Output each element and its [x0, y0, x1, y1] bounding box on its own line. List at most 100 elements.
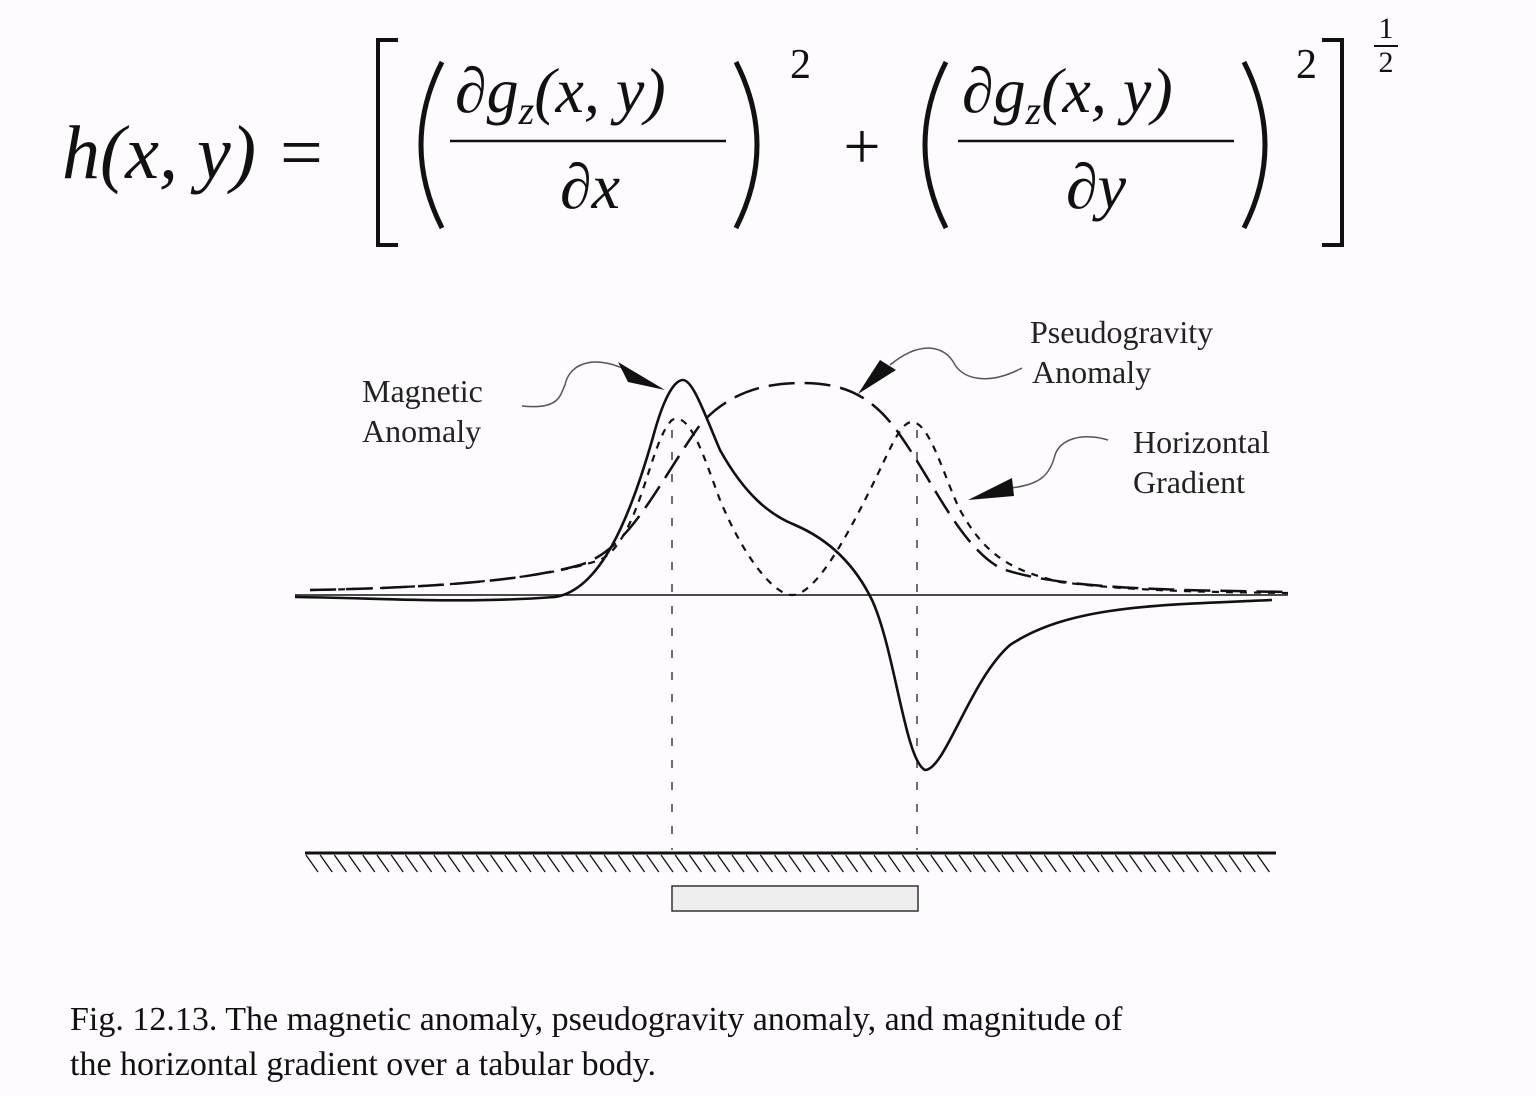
caption-line-1: Fig. 12.13. The magnetic anomaly, pseudo…: [70, 1001, 1123, 1038]
hatch-mark: [1157, 854, 1171, 873]
left-bracket: [376, 38, 398, 247]
horizontal-gradient-curve: [309, 417, 1289, 597]
equation-lhs: h(x, y) =: [62, 111, 326, 195]
hatch-mark: [703, 854, 717, 873]
hatch-mark: [1214, 854, 1228, 873]
hatch-mark: [1242, 854, 1256, 873]
numerator-2: ∂g: [962, 55, 1026, 126]
hatch-mark: [319, 854, 333, 873]
gradient-leader: [1009, 436, 1109, 489]
hatch-mark: [972, 854, 986, 873]
hatch-mark: [674, 854, 688, 873]
hatch-mark: [816, 854, 830, 873]
hatch-mark: [1256, 854, 1270, 873]
hatch-mark: [1200, 854, 1214, 873]
outer-exponent-numerator: 1: [1379, 12, 1394, 45]
hatch-mark: [944, 854, 958, 873]
figure-labels: Magnetic Anomaly Pseudogravity Anomaly H…: [362, 314, 1270, 500]
hatch-mark: [717, 854, 731, 873]
magnetic-leader: [521, 361, 631, 408]
hatch-mark: [1043, 854, 1057, 873]
pseudogravity-leader: [889, 347, 1023, 380]
hatch-mark: [490, 854, 504, 873]
label-pseudogravity-2: Anomaly: [1032, 354, 1151, 390]
magnetic-anomaly-curve: [294, 378, 1273, 772]
hatch-mark: [305, 854, 319, 873]
ground-hatching: [305, 854, 1270, 873]
exponent-1: 2: [790, 42, 811, 88]
hatch-mark: [788, 854, 802, 873]
exponent-2: 2: [1296, 42, 1317, 88]
hatch-mark: [901, 854, 915, 873]
hatch-mark: [1072, 854, 1086, 873]
hatch-mark: [603, 854, 617, 873]
hatch-mark: [887, 854, 901, 873]
hatch-mark: [1185, 854, 1199, 873]
hatch-mark: [589, 854, 603, 873]
label-pseudogravity-1: Pseudogravity: [1030, 314, 1213, 350]
equation: h(x, y) = ∂gz(x, y) ∂x 2 + ∂gz(x, y) ∂y …: [62, 12, 1398, 247]
svg-text:∂gz(x, y): ∂gz(x, y): [962, 55, 1173, 133]
hatch-mark: [916, 854, 930, 873]
hatch-mark: [1228, 854, 1242, 873]
hatch-mark: [575, 854, 589, 873]
hatch-mark: [390, 854, 404, 873]
hatch-mark: [333, 854, 347, 873]
svg-text:∂gz(x, y): ∂gz(x, y): [455, 55, 666, 133]
hatch-mark: [1058, 854, 1072, 873]
hatch-mark: [1143, 854, 1157, 873]
hatch-mark: [546, 854, 560, 873]
hatch-mark: [532, 854, 546, 873]
hatch-mark: [802, 854, 816, 873]
hatch-mark: [688, 854, 702, 873]
hatch-mark: [419, 854, 433, 873]
hatch-mark: [759, 854, 773, 873]
gradient-arrow-icon: [968, 478, 1014, 500]
hatch-mark: [830, 854, 844, 873]
tabular-body: [671, 885, 919, 912]
hatch-mark: [1015, 854, 1029, 873]
label-magnetic-2: Anomaly: [362, 413, 481, 449]
hatch-mark: [660, 854, 674, 873]
outer-exponent-denominator: 2: [1379, 46, 1394, 79]
hatch-mark: [617, 854, 631, 873]
hatch-mark: [646, 854, 660, 873]
hatch-mark: [930, 854, 944, 873]
hatch-mark: [745, 854, 759, 873]
hatch-mark: [461, 854, 475, 873]
hatch-mark: [1171, 854, 1185, 873]
hatch-mark: [561, 854, 575, 873]
hatch-mark: [774, 854, 788, 873]
denominator-1: ∂x: [560, 151, 620, 222]
hatch-mark: [1029, 854, 1043, 873]
pseudogravity-arrow-icon: [858, 360, 896, 394]
hatch-mark: [958, 854, 972, 873]
hatch-mark: [447, 854, 461, 873]
hatch-mark: [1100, 854, 1114, 873]
plus-sign: +: [843, 110, 880, 183]
label-gradient-1: Horizontal: [1133, 424, 1270, 460]
denominator-2: ∂y: [1066, 151, 1127, 222]
hatch-mark: [1086, 854, 1100, 873]
label-gradient-2: Gradient: [1133, 464, 1245, 500]
right-paren-2: [1241, 60, 1268, 230]
hatch-mark: [1001, 854, 1015, 873]
hatch-mark: [1129, 854, 1143, 873]
hatch-mark: [873, 854, 887, 873]
magnetic-arrow-icon: [618, 362, 665, 390]
hatch-mark: [348, 854, 362, 873]
hatch-mark: [362, 854, 376, 873]
hatch-mark: [987, 854, 1001, 873]
hatch-mark: [859, 854, 873, 873]
hatch-mark: [1114, 854, 1128, 873]
caption: Fig. 12.13. The magnetic anomaly, pseudo…: [70, 1001, 1123, 1083]
hatch-mark: [376, 854, 390, 873]
hatch-mark: [504, 854, 518, 873]
hatch-mark: [475, 854, 489, 873]
numerator-1: ∂g: [455, 55, 519, 126]
hatch-mark: [731, 854, 745, 873]
figure: [294, 347, 1289, 912]
hatch-mark: [518, 854, 532, 873]
hatch-mark: [632, 854, 646, 873]
